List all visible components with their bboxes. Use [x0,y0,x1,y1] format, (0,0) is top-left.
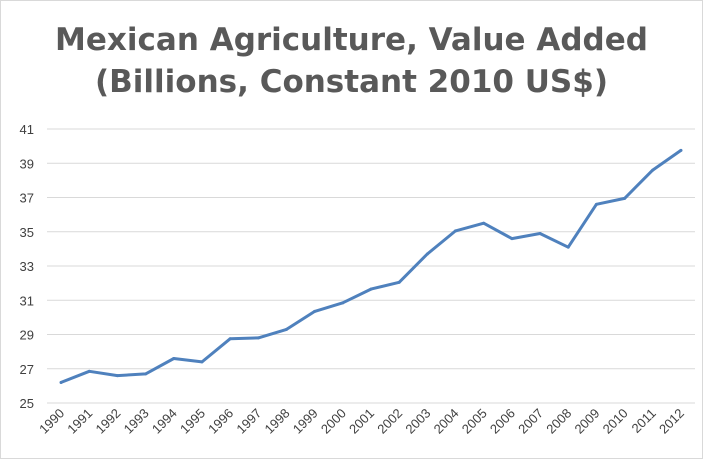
x-tick-label: 1997 [233,406,264,437]
data-point [454,229,458,233]
data-point [679,148,683,152]
data-point [284,327,288,331]
data-point [538,231,542,235]
data-point [594,202,598,206]
data-point [87,369,91,373]
data-point [59,380,63,384]
x-tick-label: 2002 [374,406,405,437]
x-tick-label: 1992 [92,406,123,437]
x-tick-label: 2000 [318,406,349,437]
x-tick-label: 1996 [205,406,236,437]
data-point [228,337,232,341]
data-point [566,245,570,249]
x-axis-tick-labels: 1990199119921993199419951996199719981999… [36,406,687,437]
series-lines [59,148,683,384]
x-tick-label: 2004 [431,406,462,437]
x-tick-label: 1995 [177,406,208,437]
y-tick-label: 35 [20,225,34,240]
chart-subtitle: (Billions, Constant 2010 US$) [95,64,608,100]
data-point [172,356,176,360]
data-point [651,168,655,172]
data-point [341,301,345,305]
data-point [482,221,486,225]
x-tick-label: 2008 [543,406,574,437]
data-point [200,360,204,364]
x-tick-label: 2005 [459,406,490,437]
x-tick-label: 2007 [515,406,546,437]
x-tick-label: 2006 [487,406,518,437]
data-point [397,280,401,284]
y-axis-tick-labels: 25 27 29 31 33 35 37 39 41 [20,122,34,411]
x-tick-label: 2011 [628,406,658,436]
data-point [115,374,119,378]
data-point [425,252,429,256]
y-tick-label: 29 [20,328,34,343]
x-tick-label: 1993 [121,406,152,437]
y-tick-label: 25 [20,396,34,411]
x-tick-label: 2009 [571,406,602,437]
data-point [313,309,317,313]
y-tick-label: 31 [20,293,34,308]
gridlines [47,128,695,404]
x-tick-label: 1991 [64,406,95,437]
data-point [623,196,627,200]
y-tick-label: 41 [20,122,34,137]
y-tick-label: 37 [20,191,34,206]
data-point [510,237,514,241]
x-tick-label: 2001 [346,406,377,437]
x-tick-label: 2010 [600,406,631,437]
data-point [256,336,260,340]
y-tick-label: 39 [20,156,34,171]
x-tick-label: 2003 [402,406,433,437]
chart-title-line-1: Mexican Agriculture, Value Added [55,22,648,58]
x-tick-label: 1998 [262,406,293,437]
x-tick-label: 1990 [36,406,67,437]
data-point [369,287,373,291]
y-tick-label: 33 [20,259,34,274]
data-point [144,372,148,376]
x-tick-label: 1999 [290,406,321,437]
x-tick-label: 2012 [656,406,687,437]
x-tick-label: 1994 [149,406,180,437]
y-tick-label: 27 [20,362,34,377]
chart-title: Mexican Agriculture, Value Added (Billio… [1,19,702,103]
